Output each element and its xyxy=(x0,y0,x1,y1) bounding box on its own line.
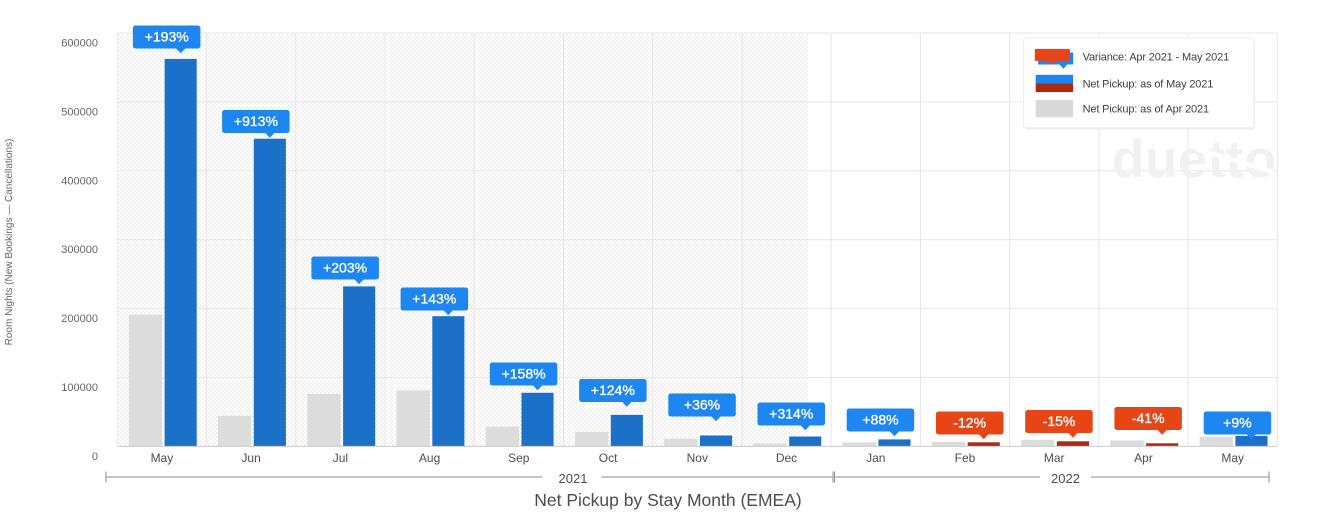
svg-text:600000: 600000 xyxy=(61,38,98,50)
svg-text:+913%: +913% xyxy=(234,113,278,129)
svg-text:+203%: +203% xyxy=(323,260,367,276)
svg-text:Net Pickup by Stay Month (EMEA: Net Pickup by Stay Month (EMEA) xyxy=(534,490,801,510)
svg-text:Mar: Mar xyxy=(1044,451,1065,465)
svg-text:+193%: +193% xyxy=(145,29,189,45)
svg-text:Jul: Jul xyxy=(333,451,348,465)
svg-text:2022: 2022 xyxy=(1051,471,1080,486)
svg-text:+88%: +88% xyxy=(862,412,898,428)
svg-text:Jan: Jan xyxy=(866,451,885,465)
svg-text:Jun: Jun xyxy=(241,451,260,465)
svg-text:-41%: -41% xyxy=(1132,410,1165,426)
svg-text:duetto: duetto xyxy=(1112,130,1277,189)
svg-text:300000: 300000 xyxy=(61,244,98,256)
svg-text:+9%: +9% xyxy=(1223,415,1251,431)
svg-text:-12%: -12% xyxy=(953,415,986,431)
svg-text:100000: 100000 xyxy=(61,382,98,394)
svg-text:+124%: +124% xyxy=(591,382,635,398)
svg-text:Net Pickup: as of May 2021: Net Pickup: as of May 2021 xyxy=(1083,78,1214,90)
svg-text:+158%: +158% xyxy=(502,366,546,382)
svg-text:-15%: -15% xyxy=(1043,413,1076,429)
svg-text:Net Pickup: as of Apr 2021: Net Pickup: as of Apr 2021 xyxy=(1083,104,1209,116)
svg-text:Feb: Feb xyxy=(955,451,976,465)
svg-text:Variance: Apr 2021 - May 2021: Variance: Apr 2021 - May 2021 xyxy=(1083,52,1230,64)
svg-text:May: May xyxy=(1221,451,1244,465)
svg-text:0: 0 xyxy=(92,451,98,463)
svg-text:400000: 400000 xyxy=(61,175,98,187)
svg-text:Oct: Oct xyxy=(599,451,618,465)
svg-text:Nov: Nov xyxy=(687,451,708,465)
svg-text:+36%: +36% xyxy=(684,397,720,413)
svg-text:Aug: Aug xyxy=(419,451,440,465)
svg-text:Sep: Sep xyxy=(508,451,530,465)
svg-text:200000: 200000 xyxy=(61,313,98,325)
svg-text:500000: 500000 xyxy=(61,106,98,118)
svg-text:Apr: Apr xyxy=(1134,451,1153,465)
svg-text:Dec: Dec xyxy=(776,451,797,465)
svg-text:May: May xyxy=(151,451,174,465)
svg-text:Room Nights (New Bookings — Ca: Room Nights (New Bookings — Cancellation… xyxy=(4,139,15,346)
svg-text:+143%: +143% xyxy=(412,291,456,307)
svg-text:+314%: +314% xyxy=(769,406,813,422)
svg-text:2021: 2021 xyxy=(559,471,588,486)
